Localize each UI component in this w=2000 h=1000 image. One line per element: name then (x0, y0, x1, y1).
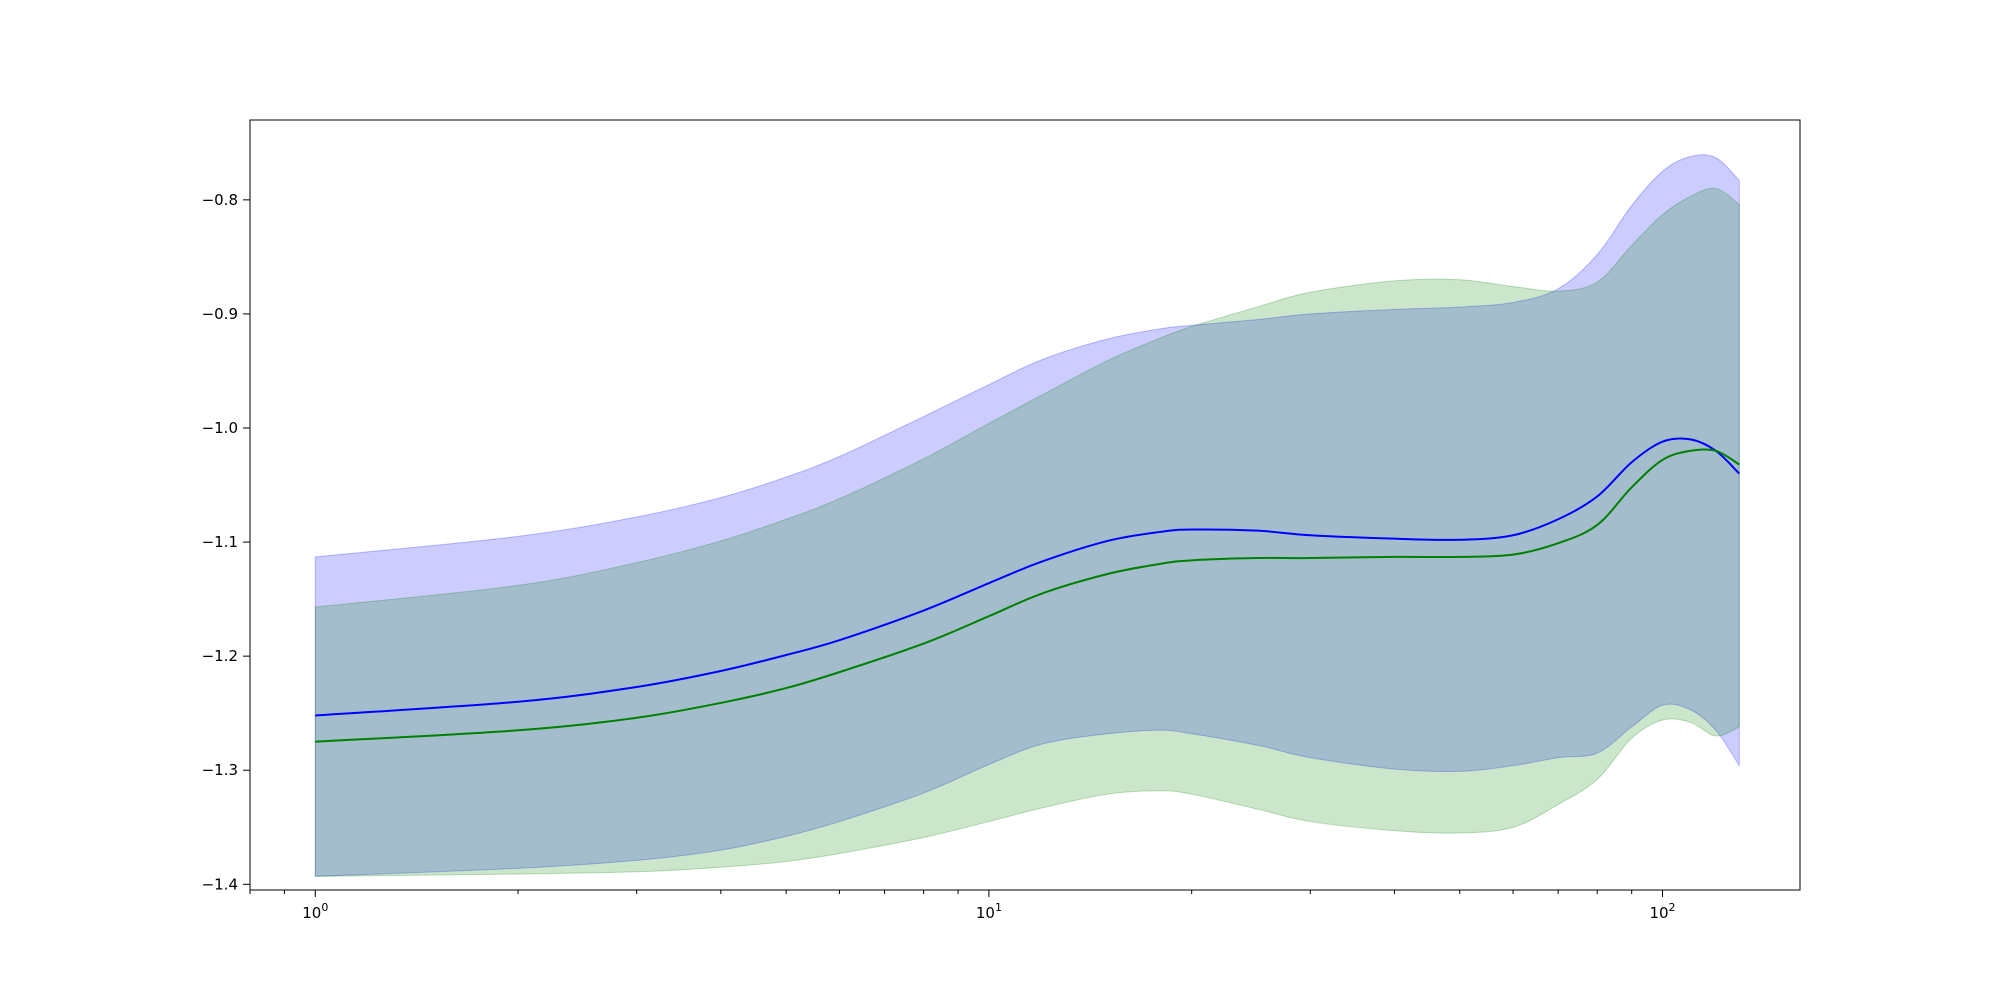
series-0-line (315, 437, 1740, 717)
y-tick-label: −1.1 (202, 533, 238, 551)
series-lines (315, 437, 1740, 743)
x-tick-label: 100 (302, 901, 328, 922)
y-tick-label: −1.4 (202, 875, 238, 893)
y-tick-label: −1.3 (202, 761, 238, 779)
x-tick-label: 102 (1649, 901, 1675, 922)
y-axis: −0.8 −0.9 −1.0 −1.1 −1.2 −1.3 −1.4 (202, 191, 250, 893)
confidence-bands (314, 154, 1740, 877)
plot-frame (249, 119, 1801, 891)
y-tick-label: −1.2 (202, 647, 238, 665)
y-tick-label: −1.0 (202, 419, 238, 437)
y-tick-label: −0.9 (202, 305, 238, 323)
y-tick-label: −0.8 (202, 191, 238, 209)
x-tick-label: 101 (976, 901, 1002, 922)
x-axis: 100 101 102 (249, 890, 1676, 922)
series-1-line (315, 448, 1740, 743)
series-1-band (314, 187, 1740, 877)
series-0-band (314, 154, 1740, 877)
